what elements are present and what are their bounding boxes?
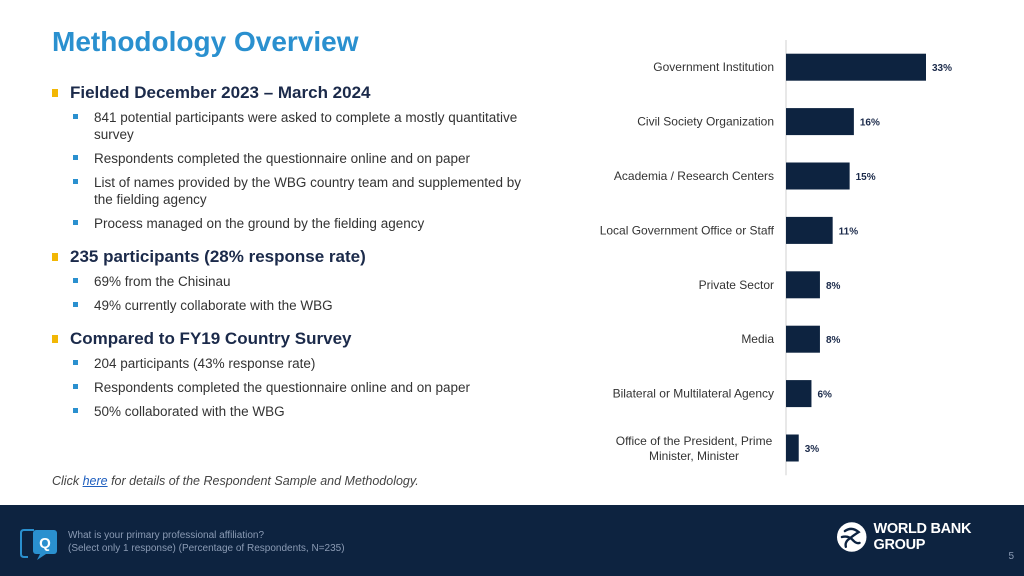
value-label: 16% [860,118,880,129]
category-label: Office of the President, Prime Minister, … [616,434,773,463]
section-comparison: Compared to FY19 Country Survey 204 part… [52,328,522,420]
category-label: Local Government Office or Staff [600,223,775,237]
page-title: Methodology Overview [52,26,359,57]
bullet-item: 50% collaborated with the WBG [52,403,522,420]
bullet-item: Respondents completed the questionnaire … [52,379,522,396]
world-bank-logo: WORLD BANK GROUP [836,521,1024,553]
bullet-item: Process managed on the ground by the fie… [52,215,522,232]
category-label: Government Institution [653,60,774,74]
value-label: 33% [932,63,952,74]
bullet-item: 49% currently collaborate with the WBG [52,297,522,314]
logo-text: WORLD BANK GROUP [873,521,972,553]
footer-bar: Q What is your primary professional affi… [0,505,1024,576]
category-label: Media [741,332,774,346]
globe-icon [836,522,867,552]
section-fielded: Fielded December 2023 – March 2024 841 p… [52,82,522,232]
bullet-item: Respondents completed the questionnaire … [52,150,522,167]
note-suffix: for details of the Respondent Sample and… [107,474,419,488]
bar [786,271,820,299]
question-instruction: (Select only 1 response) (Percentage of … [68,543,345,554]
bar [786,162,850,190]
bullet-item: 69% from the Chisinau [52,273,522,290]
value-label: 3% [805,444,820,455]
details-link[interactable]: here [82,474,108,488]
value-label: 15% [856,172,876,183]
bullet-item: 204 participants (43% response rate) [52,355,522,372]
affiliation-bar-chart: Government Institution 33% Civil Society O… [600,40,952,476]
section-heading: 235 participants (28% response rate) [52,246,522,268]
bullet-item: List of names provided by the WBG countr… [52,174,522,208]
category-label: Bilateral or Multilateral Agency [613,387,774,401]
section-participants: 235 participants (28% response rate) 69%… [52,246,522,314]
category-label: Private Sector [699,278,774,292]
bullet-list: Fielded December 2023 – March 2024 841 p… [52,82,522,434]
value-label: 8% [826,335,841,346]
bar [786,434,799,462]
section-heading: Compared to FY19 Country Survey [52,328,522,350]
bar [786,325,820,353]
question-icon: Q [20,529,57,560]
methodology-note: Click here for details of the Respondent… [52,474,419,488]
question-text: What is your primary professional affili… [68,530,265,541]
category-label: Civil Society Organization [637,115,774,129]
category-label: Academia / Research Centers [614,169,774,183]
bar [786,216,833,244]
question-icon-letter: Q [39,535,51,552]
section-heading: Fielded December 2023 – March 2024 [52,82,522,104]
value-label: 6% [817,390,832,401]
value-label: 11% [839,226,859,237]
page-number: 5 [1008,551,1014,562]
survey-question: What is your primary professional affili… [68,529,345,555]
note-prefix: Click [52,474,83,488]
value-label: 8% [826,281,841,292]
bullet-item: 841 potential participants were asked to… [52,109,522,143]
bar [786,53,926,81]
bar [786,108,854,136]
bar [786,380,812,408]
